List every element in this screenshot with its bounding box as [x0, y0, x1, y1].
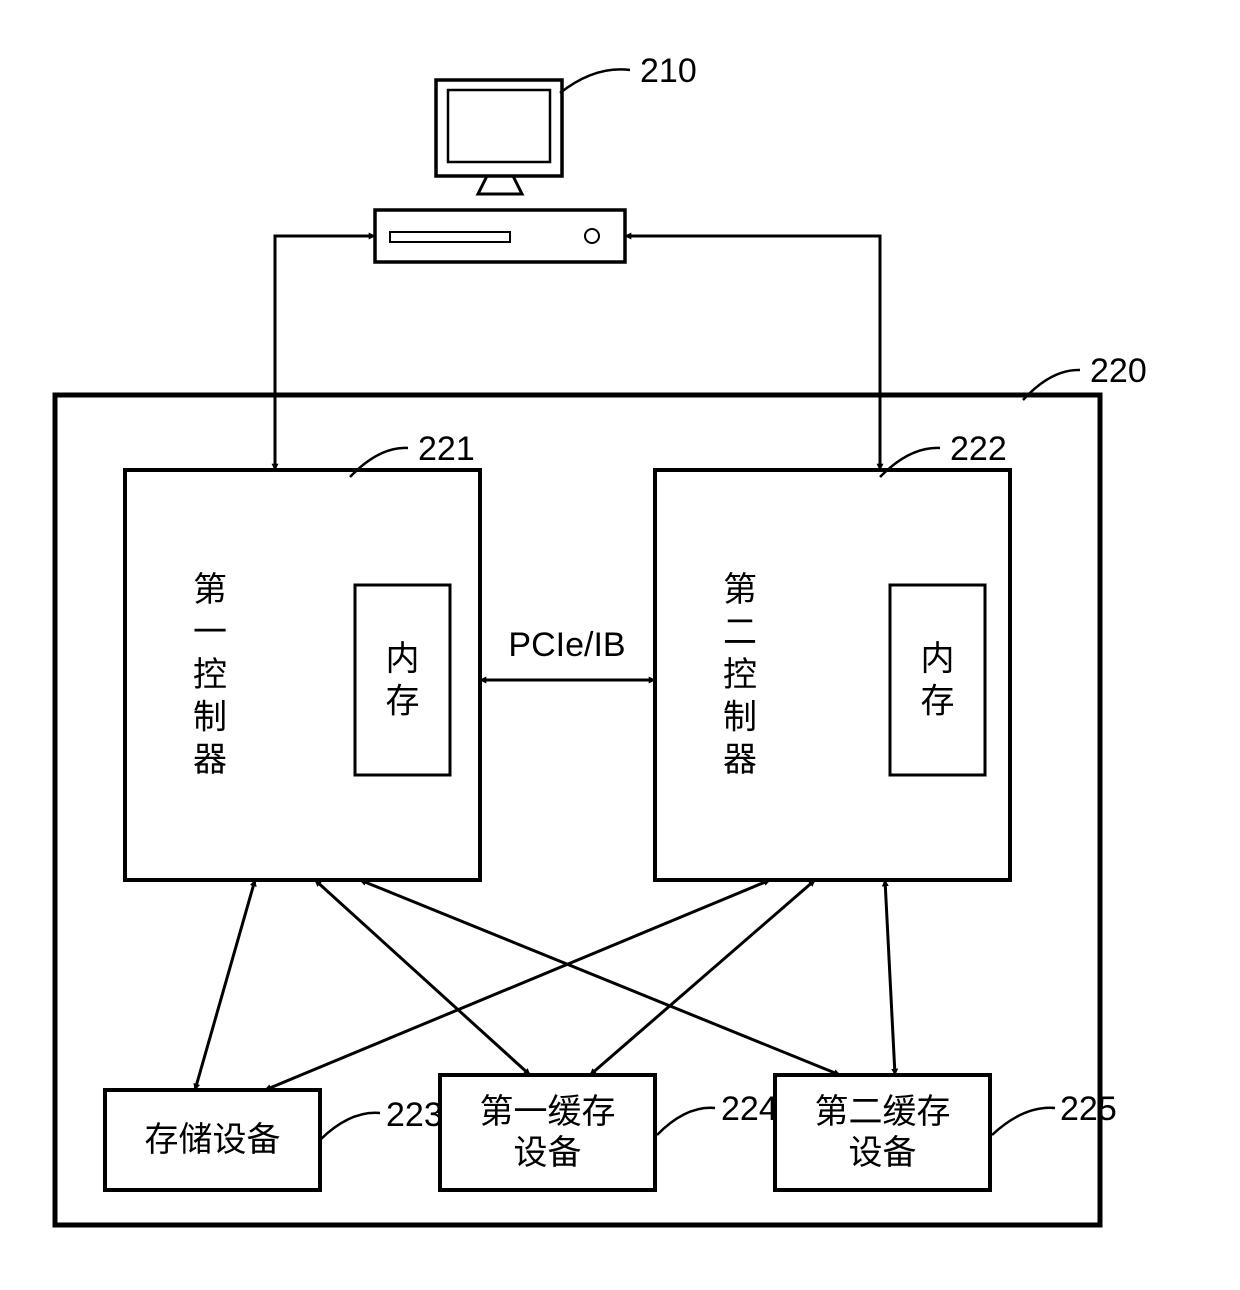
cache1-leader	[657, 1108, 715, 1135]
arrow-c1-cache2	[360, 880, 840, 1075]
enclosure-label: 220	[1090, 352, 1147, 390]
arrow-pc-ctrl1	[275, 236, 375, 470]
memory-2-box	[890, 585, 985, 775]
ctrl1-label: 221	[418, 430, 475, 468]
storage-leader	[320, 1113, 380, 1140]
memory-1-box	[355, 585, 450, 775]
ctrl2-label: 222	[950, 430, 1007, 468]
arrow-pc-ctrl2	[625, 236, 880, 470]
memory-2-text: 内存	[921, 639, 955, 720]
cache-1-box	[440, 1075, 655, 1190]
cache-1-text: 第一缓存设备	[480, 1093, 616, 1172]
cache2-leader	[992, 1108, 1055, 1135]
cache-2-box	[775, 1075, 990, 1190]
cache1-label: 224	[721, 1090, 778, 1128]
ctrl1-leader	[350, 448, 408, 477]
controller-2-box	[655, 470, 1010, 880]
controller-1-box	[125, 470, 480, 880]
storage-label: 223	[386, 1096, 443, 1134]
cache2-label: 225	[1060, 1090, 1117, 1128]
computer-leader	[560, 69, 630, 93]
controller-1-text: 第一控制器	[193, 571, 227, 779]
link-label: PCIe/IB	[508, 626, 625, 664]
computer-icon	[375, 80, 625, 262]
storage-text: 存储设备	[145, 1121, 281, 1159]
cache-2-text: 第二缓存设备	[815, 1093, 951, 1172]
arrow-c1-storage	[195, 880, 255, 1090]
controller-2-text: 第二控制器	[723, 571, 757, 779]
ctrl2-leader	[880, 448, 940, 477]
memory-1-text: 内存	[386, 639, 420, 720]
computer-label: 210	[640, 52, 697, 90]
arrow-c1-cache1	[315, 880, 530, 1075]
arrow-c2-cache2	[885, 880, 895, 1075]
